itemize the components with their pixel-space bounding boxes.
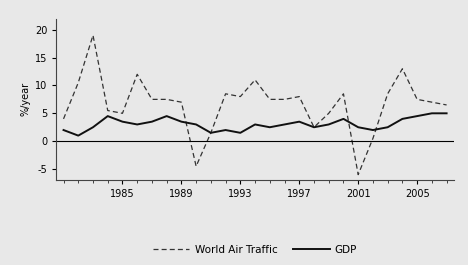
World Air Traffic: [282, 98, 287, 101]
World Air Traffic: [326, 112, 331, 115]
World Air Traffic: [61, 117, 66, 121]
World Air Traffic: [105, 109, 110, 112]
GDP: [75, 134, 81, 137]
World Air Traffic: [223, 92, 228, 95]
Line: World Air Traffic: World Air Traffic: [64, 35, 446, 175]
GDP: [370, 129, 376, 132]
GDP: [252, 123, 258, 126]
GDP: [296, 120, 302, 123]
GDP: [105, 114, 110, 118]
World Air Traffic: [355, 173, 361, 176]
GDP: [355, 126, 361, 129]
World Air Traffic: [370, 137, 376, 140]
World Air Traffic: [208, 131, 214, 134]
World Air Traffic: [238, 95, 243, 98]
GDP: [444, 112, 449, 115]
GDP: [414, 114, 420, 118]
World Air Traffic: [311, 126, 317, 129]
World Air Traffic: [296, 95, 302, 98]
World Air Traffic: [149, 98, 155, 101]
GDP: [164, 114, 169, 118]
World Air Traffic: [193, 165, 199, 168]
GDP: [400, 117, 405, 121]
GDP: [149, 120, 155, 123]
World Air Traffic: [134, 73, 140, 76]
World Air Traffic: [120, 112, 125, 115]
GDP: [385, 126, 390, 129]
GDP: [90, 126, 96, 129]
World Air Traffic: [341, 92, 346, 95]
World Air Traffic: [252, 78, 258, 81]
GDP: [179, 120, 184, 123]
World Air Traffic: [75, 81, 81, 84]
Y-axis label: %/year: %/year: [21, 82, 30, 116]
GDP: [311, 126, 317, 129]
Legend: World Air Traffic, GDP: World Air Traffic, GDP: [149, 241, 361, 259]
GDP: [134, 123, 140, 126]
GDP: [208, 131, 214, 134]
World Air Traffic: [444, 103, 449, 107]
GDP: [61, 129, 66, 132]
World Air Traffic: [385, 92, 390, 95]
World Air Traffic: [267, 98, 272, 101]
World Air Traffic: [179, 101, 184, 104]
World Air Traffic: [164, 98, 169, 101]
GDP: [223, 129, 228, 132]
World Air Traffic: [90, 34, 96, 37]
World Air Traffic: [400, 67, 405, 70]
GDP: [193, 123, 199, 126]
World Air Traffic: [429, 101, 435, 104]
Line: GDP: GDP: [64, 113, 446, 136]
GDP: [120, 120, 125, 123]
World Air Traffic: [414, 98, 420, 101]
GDP: [429, 112, 435, 115]
GDP: [326, 123, 331, 126]
GDP: [282, 123, 287, 126]
GDP: [238, 131, 243, 134]
GDP: [267, 126, 272, 129]
GDP: [341, 117, 346, 121]
